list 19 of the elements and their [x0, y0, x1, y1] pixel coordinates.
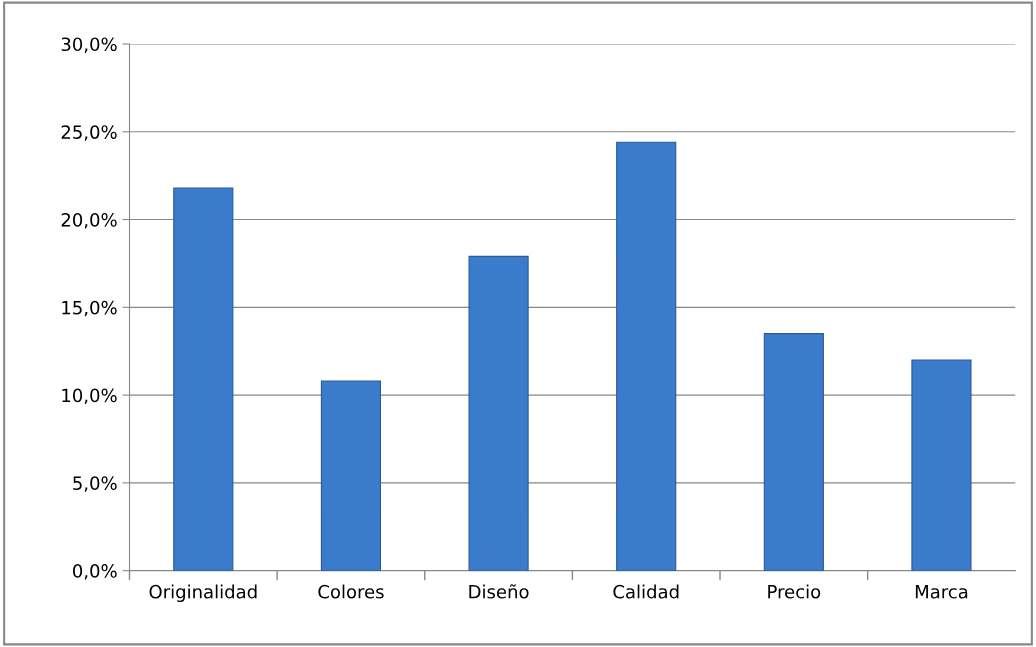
y-tick-label: 25,0% [61, 125, 117, 141]
y-tick-label: 15,0% [62, 300, 117, 317]
bar [911, 359, 972, 571]
y-tick-label: 5,0% [73, 476, 117, 492]
bar [763, 333, 824, 571]
bar [173, 187, 234, 571]
x-tick-label: Marca [915, 585, 968, 599]
x-tick-label: Diseño [469, 584, 529, 599]
bar [320, 380, 382, 571]
y-tick-label: 0,0% [73, 564, 117, 580]
y-tick-label: 20,0% [61, 213, 117, 229]
x-tick-label: Originalidad [149, 584, 257, 603]
bar [616, 141, 677, 571]
x-tick-label: Precio [768, 584, 821, 599]
y-tick-label: 10,0% [62, 388, 117, 405]
x-tick-label: Colores [318, 584, 384, 599]
x-tick-label: Calidad [613, 584, 679, 599]
bar [468, 255, 529, 571]
y-tick-label: 30,0% [61, 37, 117, 53]
